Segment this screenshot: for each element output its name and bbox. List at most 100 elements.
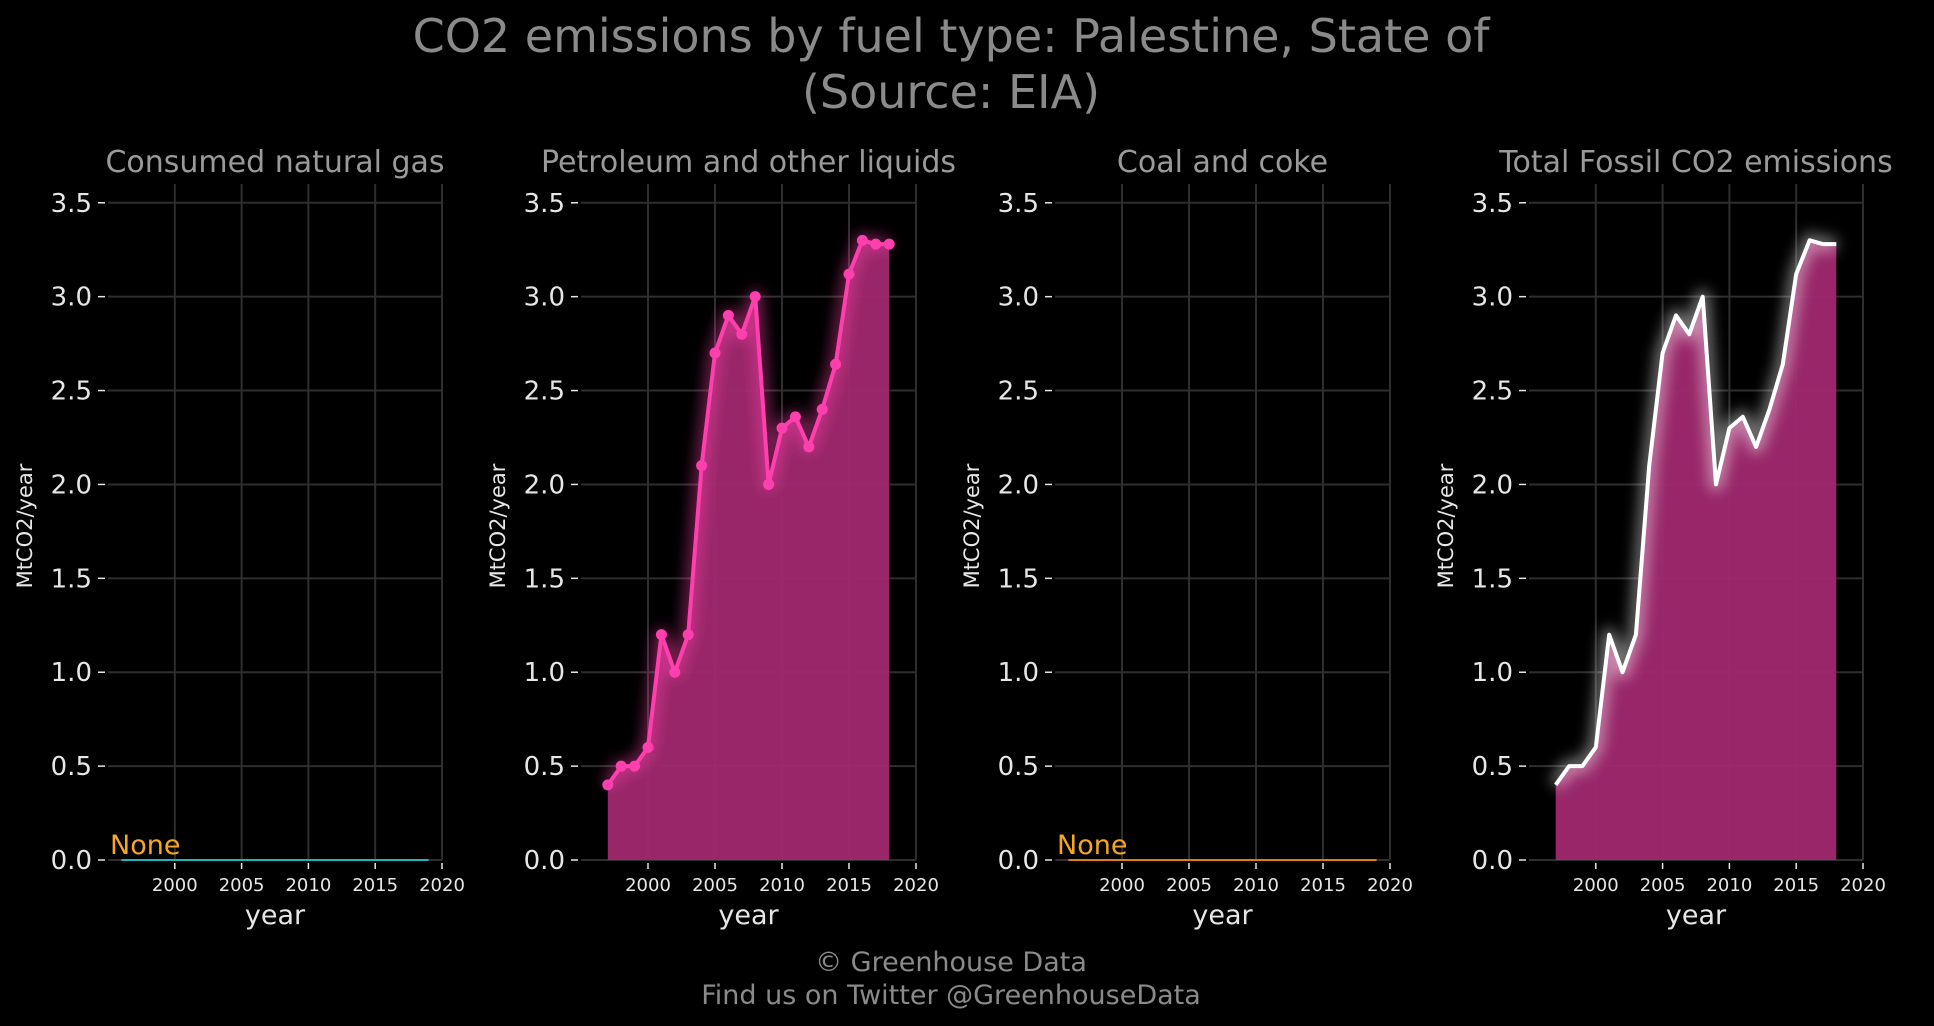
x-tick-label: 2020: [893, 875, 939, 896]
y-tick-label: 3.0: [51, 283, 92, 313]
y-tick-label: 2.0: [524, 470, 565, 500]
y-tick-label: 2.0: [51, 470, 92, 500]
data-point: [629, 760, 641, 772]
data-point: [856, 234, 868, 246]
data-point: [870, 238, 882, 250]
panel-title: Total Fossil CO2 emissions: [1498, 145, 1892, 180]
x-tick-label: 2015: [1300, 875, 1346, 896]
y-tick-label: 3.5: [51, 189, 92, 219]
none-annotation: None: [1057, 830, 1127, 861]
x-axis-label: year: [1666, 900, 1727, 931]
y-tick-label: 1.0: [1472, 658, 1513, 688]
panel-1: Consumed natural gas 0.0 0.5 1.0 1.5 2.0 2.5 3.…: [13, 145, 465, 931]
y-tick-label: 3.0: [524, 283, 565, 313]
y-tick-label: 1.5: [524, 564, 565, 594]
panels: Consumed natural gas 0.0 0.5 1.0 1.5 2.0 2.5 3.…: [13, 145, 1893, 931]
y-tick-label: 1.0: [524, 658, 565, 688]
data-point: [816, 403, 828, 415]
x-tick-label: 2020: [419, 875, 465, 896]
series-line: [1554, 238, 1837, 787]
y-axis-label: MtCO2/year: [13, 463, 37, 588]
chart-subtitle: (Source: EIA): [802, 65, 1100, 119]
x-tick-label: 2015: [352, 875, 398, 896]
y-tick-label: 3.5: [1472, 189, 1513, 219]
data-point: [830, 358, 842, 370]
data-point: [803, 441, 815, 453]
x-tick-label: 2010: [759, 875, 805, 896]
data-point: [696, 460, 708, 472]
y-tick-label: 2.5: [1472, 377, 1513, 407]
y-tick-label: 0.0: [1472, 846, 1513, 876]
y-tick-label: 0.5: [524, 752, 565, 782]
area-fill: [1555, 240, 1837, 861]
y-tick-label: 0.0: [51, 846, 92, 876]
y-tick-label: 1.5: [998, 564, 1039, 594]
data-point: [736, 328, 748, 340]
series-line: [606, 238, 890, 787]
y-tick-label: 3.0: [998, 283, 1039, 313]
data-point: [749, 291, 761, 303]
data-point: [763, 478, 775, 490]
data-point: [669, 666, 681, 678]
x-tick-label: 2005: [692, 875, 738, 896]
panel-3: Coal and coke 0.0 0.5 1.0 1.5 2.0 2.5 3.0 3.5 200…: [960, 145, 1413, 931]
x-axis-label: year: [718, 900, 779, 931]
x-tick-label: 2005: [1640, 875, 1686, 896]
y-tick-label: 2.0: [998, 470, 1039, 500]
footer-twitter: Find us on Twitter @GreenhouseData: [701, 980, 1201, 1011]
x-axis-label: year: [245, 900, 306, 931]
data-point: [789, 411, 801, 423]
x-tick-label: 2020: [1367, 875, 1413, 896]
y-tick-label: 0.5: [998, 752, 1039, 782]
panel-title: Coal and coke: [1117, 145, 1328, 180]
y-axis-label: MtCO2/year: [486, 463, 510, 588]
y-tick-label: 3.5: [998, 189, 1039, 219]
data-point: [776, 422, 788, 434]
y-tick-label: 1.0: [998, 658, 1039, 688]
data-point: [655, 629, 667, 641]
x-tick-label: 2010: [1233, 875, 1279, 896]
x-tick-label: 2005: [1166, 875, 1212, 896]
none-annotation: None: [110, 830, 180, 861]
x-tick-label: 2000: [152, 875, 198, 896]
y-tick-label: 0.0: [524, 846, 565, 876]
y-axis-label: MtCO2/year: [1434, 463, 1458, 588]
x-axis-label: year: [1192, 900, 1253, 931]
chart-title: CO2 emissions by fuel type: Palestine, S…: [413, 9, 1492, 63]
y-tick-label: 2.5: [998, 377, 1039, 407]
y-tick-label: 0.5: [1472, 752, 1513, 782]
data-point: [682, 629, 694, 641]
y-tick-label: 1.5: [51, 564, 92, 594]
y-tick-label: 2.0: [1472, 470, 1513, 500]
y-tick-label: 3.5: [524, 189, 565, 219]
data-point: [883, 238, 895, 250]
x-tick-label: 2015: [826, 875, 872, 896]
panel-4: Total Fossil CO2 emissions 0.0 0.5 1.0 1.5 2.…: [1434, 145, 1893, 931]
x-tick-label: 2020: [1840, 875, 1886, 896]
x-tick-label: 2015: [1773, 875, 1819, 896]
y-axis-label: MtCO2/year: [960, 463, 984, 588]
x-tick-label: 2000: [1573, 875, 1619, 896]
data-point: [642, 741, 654, 753]
y-tick-label: 3.0: [1472, 283, 1513, 313]
x-tick-label: 2010: [1706, 875, 1752, 896]
x-tick-label: 2000: [1099, 875, 1145, 896]
y-tick-label: 1.0: [51, 658, 92, 688]
y-tick-label: 0.0: [998, 846, 1039, 876]
data-point: [615, 760, 627, 772]
area-fill: [607, 240, 890, 861]
data-point: [843, 268, 855, 280]
x-tick-label: 2010: [285, 875, 331, 896]
y-tick-label: 0.5: [51, 752, 92, 782]
y-tick-label: 2.5: [51, 377, 92, 407]
data-point: [722, 309, 734, 321]
x-tick-label: 2000: [625, 875, 671, 896]
panel-2: Petroleum and other liquids 0.0 0.5 1.0 1.5 2…: [486, 145, 956, 931]
y-tick-label: 2.5: [524, 377, 565, 407]
x-tick-label: 2005: [219, 875, 265, 896]
footer-credit: © Greenhouse Data: [815, 947, 1087, 978]
y-tick-label: 1.5: [1472, 564, 1513, 594]
data-point: [602, 779, 614, 791]
data-point: [709, 347, 721, 359]
